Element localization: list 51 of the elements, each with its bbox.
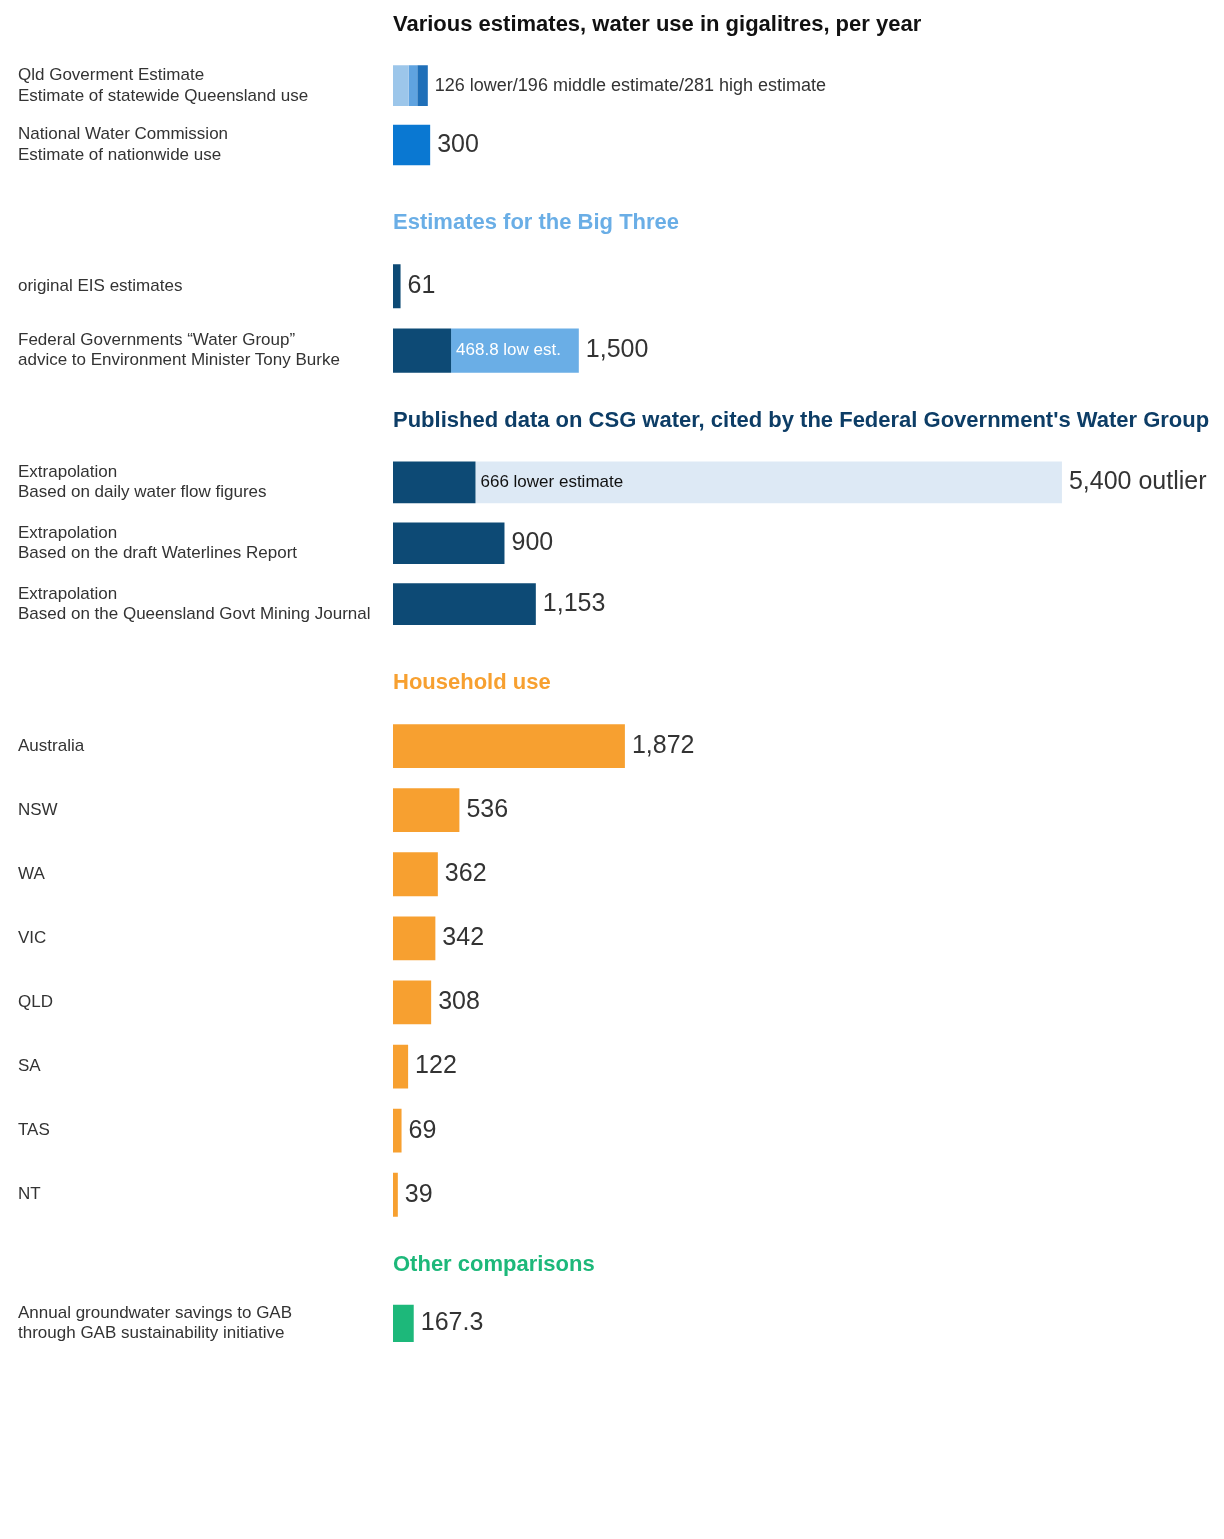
- data-label: 900: [511, 527, 554, 556]
- total-label: 1,500: [585, 334, 649, 363]
- data-label: 666 lower estimate: [480, 472, 624, 492]
- data-label: 308: [438, 986, 480, 1015]
- bar: [475, 461, 1062, 504]
- y-tick-label: National Water Commission Estimate of nationwide use: [18, 124, 229, 164]
- y-tick-label: Extrapolation Based on the draft Waterlines Report: [18, 522, 298, 563]
- data-label: 69: [408, 1114, 437, 1143]
- y-tick-label: VIC: [18, 928, 47, 948]
- text: Other comparisons: [393, 1251, 595, 1277]
- y-tick-label: Australia: [18, 735, 85, 755]
- data-label: 468.8 low est.: [456, 340, 561, 360]
- y-tick-label: original EIS estimates: [18, 275, 183, 295]
- y-tick-label: Extrapolation Based on daily water flow figures: [18, 461, 267, 502]
- data-label: 342: [442, 922, 485, 951]
- bar: [393, 1172, 398, 1217]
- data-label: 300: [437, 128, 479, 157]
- y-tick-label: NT: [18, 1184, 41, 1204]
- data-label: 1,872: [631, 729, 695, 758]
- data-label: 536: [466, 794, 509, 823]
- total-label: 5,400 outlier: [1068, 466, 1207, 495]
- bar: [393, 788, 460, 833]
- bar: [393, 916, 436, 961]
- bar: [393, 461, 476, 504]
- bar: [393, 1108, 402, 1153]
- bar: [393, 724, 625, 768]
- text: Various estimates, water use in gigalitres, per year: [393, 11, 922, 37]
- y-tick-label: Extrapolation Based on the Queensland Govt Mining Journal: [18, 583, 371, 624]
- y-tick-label: TAS: [18, 1120, 50, 1140]
- data-label: 362: [444, 858, 487, 887]
- data-label: 39: [404, 1178, 433, 1207]
- data-label: 122: [415, 1050, 457, 1079]
- chart-title: Published data on CSG water, cited by the Federal Government's Water Group: [393, 407, 1210, 433]
- chart-title: Estimates for the Big Three: [393, 209, 680, 235]
- bar: [393, 852, 438, 897]
- data-label: 167.3: [420, 1307, 484, 1336]
- chart-title: Household use: [393, 669, 551, 695]
- y-tick-label: Federal Governments “Water Group” advice to Environment Minister Tony Burke: [18, 330, 340, 370]
- y-tick-label: QLD: [18, 992, 53, 1012]
- bar: [393, 583, 536, 625]
- bar: [393, 980, 432, 1025]
- y-tick-label: SA: [18, 1056, 42, 1076]
- data-label: 1,153: [542, 588, 606, 617]
- y-tick-label: Qld Goverment Estimate Estimate of statewide Queensland use: [18, 65, 309, 105]
- y-tick-label: Annual groundwater savings to GAB through GAB sustainability initiative: [18, 1302, 293, 1343]
- bar: [393, 1044, 409, 1089]
- y-tick-label: WA: [18, 863, 46, 883]
- y-tick-label: NSW: [18, 799, 58, 819]
- data-label: 61: [407, 270, 436, 299]
- data-label: 126 lower/196 middle estimate/281 high estimate: [434, 74, 827, 95]
- bar: [393, 522, 505, 565]
